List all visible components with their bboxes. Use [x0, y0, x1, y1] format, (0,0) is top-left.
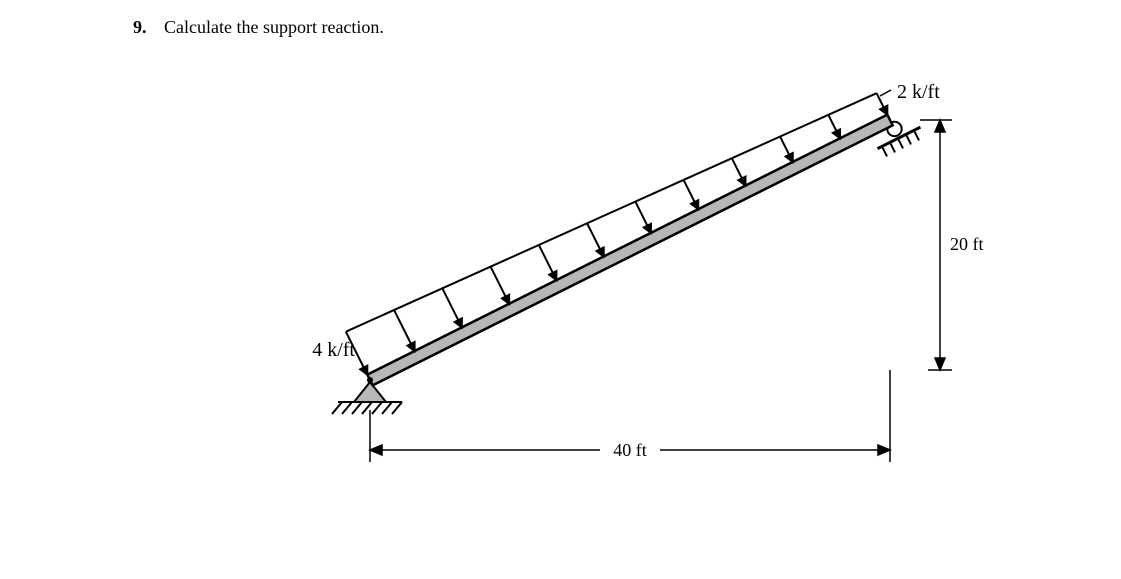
beam [367, 115, 893, 386]
ground-hatching-a [332, 402, 402, 414]
load-label-start: 4 k/ft [312, 339, 355, 361]
load-label-end: 2 k/ft [897, 81, 940, 103]
question-text: Calculate the support reaction. [164, 17, 384, 38]
page: 9. Calculate the support reaction. [0, 0, 1121, 579]
leader-line-end [880, 90, 891, 96]
dimension-vertical-label: 20 ft [950, 234, 984, 254]
beam-diagram: 40 ft 20 ft 4 k/ft 2 k/ft [280, 70, 1000, 495]
load-arrows [346, 93, 887, 374]
dimension-vertical [920, 120, 952, 370]
dimension-horizontal-label: 40 ft [613, 440, 647, 460]
distributed-load [346, 93, 877, 332]
pin-support-a [354, 382, 386, 402]
question-number: 9. [133, 17, 147, 38]
